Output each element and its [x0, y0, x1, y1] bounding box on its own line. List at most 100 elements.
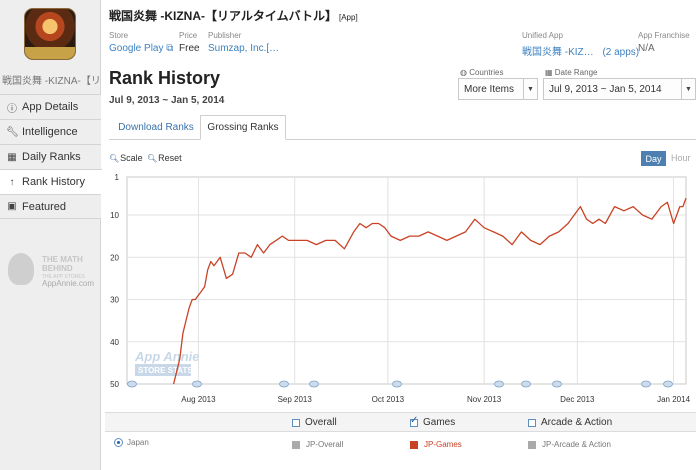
countries-value: More Items [464, 83, 515, 95]
calendar-icon: ▦ [7, 151, 17, 163]
sidebar-item-daily-ranks[interactable]: ▦ Daily Ranks [0, 144, 101, 169]
sidebar-item-label: Daily Ranks [22, 151, 81, 163]
sidebar-item-label: App Details [22, 101, 79, 113]
app-annie-watermark: App Annie STORE STATS [134, 349, 200, 376]
y-tick-label: 30 [110, 296, 119, 305]
franchise-value: N/A [638, 43, 655, 54]
sidebar-item-label: Intelligence [22, 126, 78, 138]
unified-app-count: (2 apps) [602, 47, 640, 58]
y-tick-label: 20 [110, 253, 119, 262]
chevron-down-icon: ▼ [681, 79, 695, 99]
checkbox-checked-icon [410, 415, 418, 427]
sidebar-item-label: Featured [22, 200, 67, 213]
mascot-icon [8, 253, 34, 285]
day-button[interactable]: Day [641, 151, 666, 166]
event-marker-icon[interactable] [309, 380, 319, 388]
date-range-label: ▦ Date Range [545, 68, 598, 77]
x-tick-label: Nov 2013 [467, 395, 502, 404]
tab-grossing-ranks[interactable]: Grossing Ranks [200, 115, 286, 140]
legend-overall-toggle[interactable]: Overall [292, 417, 337, 428]
magnifier-icon: 🔍︎ [109, 154, 120, 163]
legend-arcade-toggle[interactable]: Arcade & Action [528, 417, 612, 428]
series-line-jp-games[interactable] [172, 197, 687, 385]
event-marker-icon[interactable] [127, 380, 137, 388]
sidebar-item-label: Rank History [22, 176, 85, 188]
globe-icon: ◍ [460, 68, 470, 77]
event-marker-icon[interactable] [392, 380, 402, 388]
x-tick-label: Aug 2013 [181, 395, 216, 404]
calendar-icon: ▦ [545, 68, 555, 77]
radio-icon [114, 438, 123, 447]
x-axis-labels: Aug 2013 Sep 2013 Oct 2013 Nov 2013 Dec 2013… [181, 395, 690, 404]
legend-header: Overall Games Arcade & Action [105, 412, 696, 432]
y-tick-label: 40 [110, 338, 119, 347]
app-title: 戦国炎舞 -KIZNA-【リアルタイムバトル】 [App] [109, 9, 358, 23]
y-tick-label: 10 [110, 211, 119, 220]
event-marker-icon[interactable] [641, 380, 651, 388]
unified-app-label: Unified App [522, 31, 563, 40]
event-marker-icon[interactable] [494, 380, 504, 388]
y-tick-label: 50 [110, 380, 119, 389]
magnifier-icon: 🔍︎ [147, 154, 158, 163]
legend-table: Overall Games Arcade & Action Japan JP-O… [105, 412, 696, 470]
price-label: Price [179, 31, 198, 40]
app-annie-promo[interactable]: THE MATH BEHIND THE APP STORES AppAnnie.… [4, 253, 98, 289]
legend-jp-games[interactable]: JP-Games [410, 440, 462, 449]
event-marker-icon[interactable] [279, 380, 289, 388]
app-tag: [App] [339, 13, 358, 22]
store-label: Store [109, 31, 129, 40]
watermark-line1: App Annie [134, 349, 200, 364]
y-axis-labels: 1 10 20 30 40 50 [110, 173, 119, 389]
unified-app-link[interactable]: 戦国炎舞 -KIZ… (2 apps) [522, 47, 640, 58]
swatch-icon [410, 440, 418, 449]
page-title: Rank History [109, 68, 221, 88]
bookmark-icon: ▣ [7, 201, 17, 212]
x-tick-label: Jan 2014 [657, 395, 690, 404]
arrow-up-icon: ↑ [9, 176, 15, 188]
x-tick-label: Dec 2013 [560, 395, 595, 404]
publisher-label: Publisher [208, 31, 242, 40]
scale-button[interactable]: 🔍︎Scale [109, 153, 143, 163]
y-tick-label: 1 [115, 173, 120, 182]
tab-download-ranks[interactable]: Download Ranks [118, 122, 194, 133]
sidebar-item-rank-history[interactable]: ↑ Rank History [0, 169, 102, 194]
promo-text: THE MATH BEHIND THE APP STORES [42, 255, 85, 280]
event-marker-icon[interactable] [192, 380, 202, 388]
checkbox-icon [528, 418, 536, 427]
countries-select[interactable]: More Items ▼ [458, 78, 538, 100]
sidebar-app-name[interactable]: 戦国炎舞 -KIZNA-【リア… [2, 76, 101, 87]
reset-button[interactable]: 🔍︎Reset [147, 153, 182, 163]
swatch-icon [528, 440, 536, 449]
legend-games-toggle[interactable]: Games [410, 415, 455, 428]
x-tick-label: Oct 2013 [372, 395, 405, 404]
chevron-down-icon: ▼ [523, 79, 537, 99]
franchise-label: App Franchise [638, 31, 690, 40]
legend-jp-arcade[interactable]: JP-Arcade & Action [528, 440, 611, 449]
info-icon: ⓘ [7, 103, 17, 115]
sidebar-item-app-details[interactable]: ⓘ App Details [0, 94, 101, 119]
date-range-value: Jul 9, 2013 ~ Jan 5, 2014 [549, 83, 662, 95]
event-marker-icon[interactable] [552, 380, 562, 388]
hour-button[interactable]: Hour [671, 153, 691, 163]
date-range-select[interactable]: Jul 9, 2013 ~ Jan 5, 2014 ▼ [543, 78, 696, 100]
rank-history-chart[interactable]: 1 10 20 30 40 50 Aug 2013 Sep 2013 Oct 2013 Nov … [105, 168, 700, 406]
countries-label: ◍ Countries [460, 68, 504, 77]
publisher-link[interactable]: Sumzap, Inc.[… [208, 43, 280, 54]
sidebar-item-intelligence[interactable]: 🔧︎ Intelligence [0, 119, 101, 144]
page-date-range: Jul 9, 2013 ~ Jan 5, 2014 [109, 95, 225, 106]
legend-jp-overall[interactable]: JP-Overall [292, 440, 343, 449]
wrench-icon: 🔧︎ [6, 126, 19, 138]
country-japan-radio[interactable]: Japan [114, 438, 149, 447]
promo-site: AppAnnie.com [42, 279, 95, 288]
swatch-icon [292, 440, 300, 449]
event-marker-icon[interactable] [663, 380, 673, 388]
sidebar-item-featured[interactable]: ▣ Featured [0, 194, 101, 219]
tabs-divider [109, 139, 696, 140]
app-icon[interactable] [24, 8, 76, 60]
plot-frame [126, 176, 687, 385]
store-link[interactable]: Google Play ⧉ [109, 43, 174, 54]
event-marker-icon[interactable] [521, 380, 531, 388]
chart-grid [126, 176, 687, 385]
event-markers [127, 380, 673, 388]
price-value: Free [179, 43, 200, 54]
